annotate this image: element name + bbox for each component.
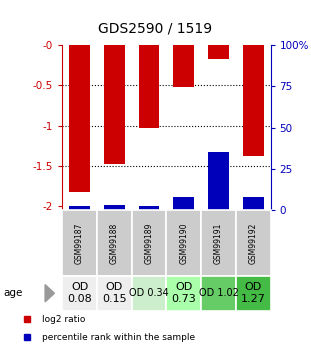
Bar [62, 210, 97, 276]
Bar [132, 276, 166, 310]
Bar [139, 206, 160, 210]
Bar [208, 152, 229, 210]
Bar [69, 45, 90, 192]
Bar [243, 45, 264, 156]
Text: GSM99187: GSM99187 [75, 223, 84, 264]
Text: OD
0.08: OD 0.08 [67, 283, 92, 304]
Text: GDS2590 / 1519: GDS2590 / 1519 [99, 21, 212, 35]
Bar [201, 276, 236, 310]
Text: OD 0.34: OD 0.34 [129, 288, 169, 298]
Bar [236, 210, 271, 276]
Text: GSM99188: GSM99188 [110, 223, 119, 264]
Text: GSM99192: GSM99192 [249, 223, 258, 264]
Bar [173, 45, 194, 87]
Text: OD
1.27: OD 1.27 [241, 283, 266, 304]
Bar [104, 45, 125, 165]
Bar [173, 197, 194, 210]
Bar [139, 45, 160, 128]
Text: OD
0.73: OD 0.73 [171, 283, 196, 304]
Text: GSM99190: GSM99190 [179, 223, 188, 264]
Bar [69, 206, 90, 210]
Bar [132, 210, 166, 276]
Bar [236, 276, 271, 310]
Text: percentile rank within the sample: percentile rank within the sample [42, 333, 195, 342]
Bar [201, 210, 236, 276]
Text: age: age [3, 288, 22, 298]
Bar [208, 45, 229, 59]
Text: GSM99191: GSM99191 [214, 223, 223, 264]
Bar [62, 276, 97, 310]
Bar [97, 276, 132, 310]
Text: OD 1.02: OD 1.02 [198, 288, 239, 298]
Text: GSM99189: GSM99189 [145, 223, 154, 264]
Text: OD
0.15: OD 0.15 [102, 283, 127, 304]
Bar [166, 276, 201, 310]
Bar [166, 210, 201, 276]
Bar [97, 210, 132, 276]
Text: log2 ratio: log2 ratio [42, 315, 86, 324]
Polygon shape [45, 285, 54, 302]
Bar [104, 206, 125, 210]
Bar [243, 197, 264, 210]
